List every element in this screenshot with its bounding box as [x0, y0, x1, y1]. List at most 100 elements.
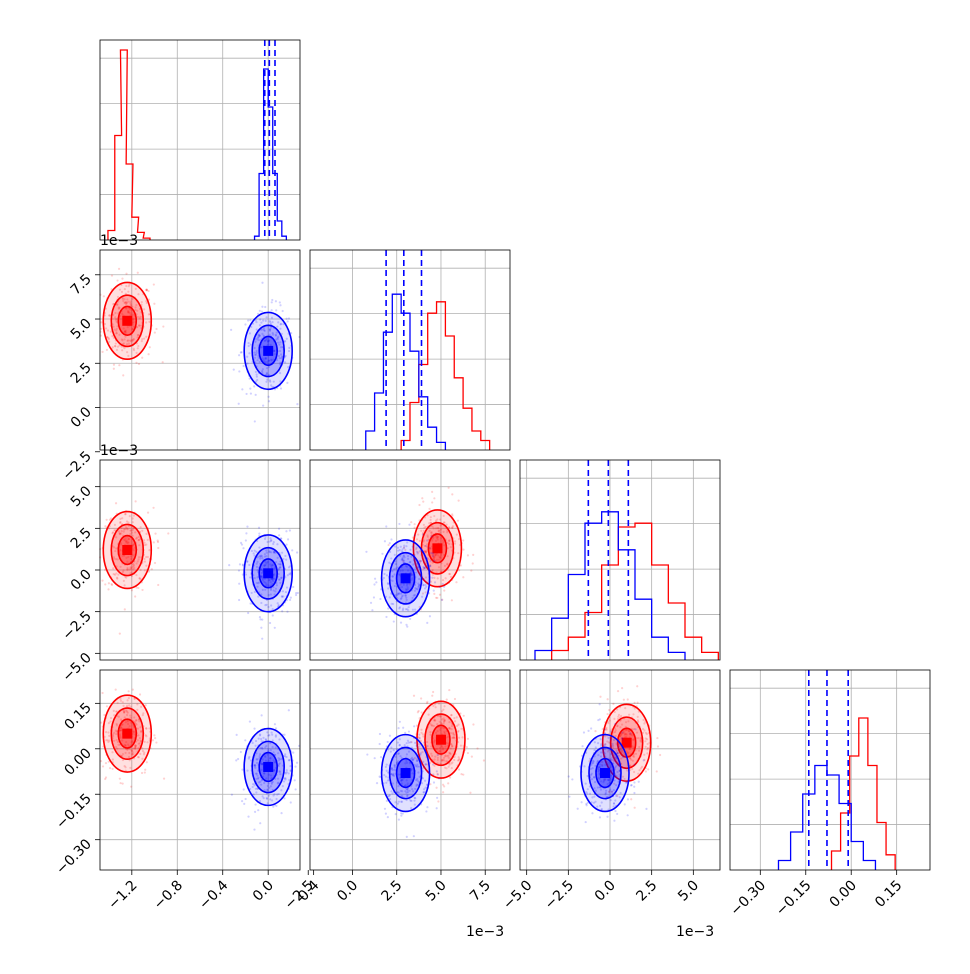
blue-sample-point — [375, 581, 378, 584]
red-sample-point — [162, 325, 165, 328]
blue-sample-point — [587, 729, 590, 733]
blue-sample-point — [591, 812, 594, 815]
blue-sample-point — [428, 615, 432, 618]
y-tick-label: 0.0 — [68, 567, 95, 594]
y-tick-label: −0.15 — [53, 791, 95, 833]
blue-sample-point — [281, 590, 285, 593]
red-sample-point — [108, 518, 112, 521]
blue-sample-point — [236, 757, 240, 761]
red-sample-point — [129, 572, 132, 575]
red-sample-point — [135, 351, 138, 354]
blue-sample-point — [258, 334, 261, 338]
red-sample-point — [130, 338, 133, 342]
x-tick-label: 0.0 — [250, 878, 277, 905]
blue-sample-point — [279, 341, 282, 344]
red-sample-point — [104, 583, 107, 586]
red-sample-point — [431, 490, 434, 493]
blue-sample-point — [282, 595, 285, 598]
red-sample-point — [106, 329, 110, 332]
blue-sample-point — [257, 338, 260, 342]
blue-sample-point — [254, 353, 257, 356]
blue-sample-point — [383, 540, 387, 543]
red-sample-point — [457, 499, 460, 502]
blue-sample-point — [246, 560, 249, 563]
blue-sample-point — [426, 621, 429, 624]
red-sample-point — [117, 307, 120, 310]
blue-sample-point — [275, 338, 278, 341]
blue-sample-point — [597, 718, 600, 722]
red-sample-point — [644, 770, 647, 773]
red-sample-point — [127, 342, 130, 345]
blue-sample-point — [383, 807, 387, 810]
blue-sample-point — [441, 582, 444, 586]
red-sample-point — [127, 285, 130, 288]
panel-2-2 — [519, 459, 721, 661]
blue-sample-point — [294, 788, 297, 791]
blue-sample-point — [256, 378, 259, 382]
red-sample-point — [127, 354, 130, 357]
blue-sample-point — [279, 323, 282, 326]
blue-sample-point — [433, 559, 436, 562]
blue-sample-point — [250, 325, 253, 329]
red-sample-point — [141, 588, 144, 592]
red-sample-point — [428, 507, 431, 510]
red-sample-point — [135, 562, 138, 565]
blue-histogram — [253, 68, 288, 240]
red-sample-point — [134, 531, 137, 534]
red-sample-point — [145, 321, 148, 324]
blue-sample-point — [246, 560, 249, 563]
blue-sample-point — [264, 357, 267, 360]
red-peak — [122, 728, 133, 739]
blue-sample-point — [258, 334, 261, 337]
x-tick-label: 0.15 — [872, 878, 905, 911]
red-sample-point — [126, 351, 129, 354]
blue-sample-point — [263, 564, 266, 567]
red-sample-point — [140, 303, 143, 306]
red-sample-point — [124, 528, 127, 531]
red-sample-point — [121, 517, 124, 520]
red-sample-point — [131, 297, 134, 301]
red-sample-point — [127, 300, 130, 303]
red-sample-point — [114, 345, 117, 348]
red-sample-point — [112, 367, 115, 370]
red-sample-point — [134, 500, 137, 503]
blue-sample-point — [270, 326, 273, 329]
blue-sample-point — [277, 335, 280, 338]
x-tick-label: −0.8 — [151, 878, 186, 913]
blue-sample-point — [418, 737, 421, 740]
red-sample-point — [438, 593, 442, 596]
red-sample-point — [118, 533, 122, 536]
red-sample-point — [127, 339, 130, 342]
red-sample-point — [132, 338, 135, 341]
red-sample-point — [123, 608, 126, 611]
red-sample-point — [115, 576, 119, 579]
blue-sample-point — [276, 325, 279, 328]
blue-sample-point — [257, 333, 260, 336]
red-sample-point — [137, 324, 141, 327]
blue-sample-point — [277, 578, 281, 581]
red-sample-point — [108, 766, 112, 770]
red-sample-point — [455, 581, 458, 584]
blue-sample-point — [269, 581, 272, 584]
blue-sample-point — [440, 598, 444, 601]
red-sample-point — [108, 314, 111, 317]
blue-peak — [600, 768, 610, 779]
blue-sample-point — [375, 781, 379, 785]
red-sample-point — [437, 800, 440, 803]
blue-sample-point — [256, 560, 259, 563]
panel-1-0 — [99, 249, 301, 451]
blue-sample-point — [280, 353, 283, 356]
blue-sample-point — [260, 310, 263, 313]
red-sample-point — [659, 753, 662, 757]
red-sample-point — [123, 330, 127, 333]
blue-sample-point — [260, 601, 263, 605]
red-sample-point — [125, 568, 129, 571]
blue-sample-point — [244, 323, 247, 326]
red-sample-point — [124, 537, 127, 540]
blue-sample-point — [242, 547, 245, 550]
red-sample-point — [141, 338, 144, 341]
red-sample-point — [155, 741, 158, 744]
blue-histogram — [365, 293, 447, 450]
red-sample-point — [148, 549, 151, 552]
